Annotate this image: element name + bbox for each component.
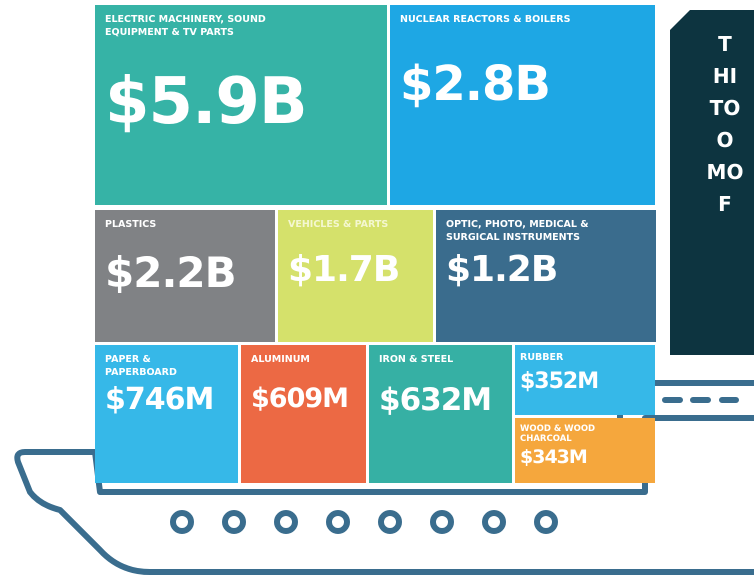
tile-value: $632M (379, 382, 492, 418)
tile-label: VEHICLES & PARTS (288, 219, 389, 230)
treemap-tile: OPTIC, PHOTO, MEDICAL & SURGICAL INSTRUM… (436, 210, 656, 342)
porthole (430, 510, 454, 534)
tile-value: $2.2B (105, 248, 237, 297)
side-text: TO (709, 96, 741, 120)
porthole (482, 510, 506, 534)
tile-label: IRON & STEEL (379, 354, 454, 365)
treemap-tile: ALUMINUM $609M (241, 345, 366, 483)
tile-label: NUCLEAR REACTORS & BOILERS (400, 14, 571, 25)
treemap-tile: NUCLEAR REACTORS & BOILERS $2.8B (390, 5, 655, 205)
porthole (274, 510, 298, 534)
treemap-tile: WOOD & WOOD CHARCOAL $343M (515, 418, 655, 483)
tile-value: $609M (251, 383, 349, 414)
tile-value: $2.8B (400, 56, 551, 112)
tile-label: ALUMINUM (251, 354, 310, 365)
side-text: O (716, 128, 734, 152)
tile-label: OPTIC, PHOTO, MEDICAL & SURGICAL INSTRUM… (446, 219, 589, 243)
tile-value: $352M (520, 369, 599, 394)
tile-value: $343M (520, 446, 588, 468)
treemap-tile: RUBBER $352M (515, 345, 655, 415)
porthole (326, 510, 350, 534)
side-panel: T HI TO O MO F (670, 10, 754, 355)
tile-label: WOOD & WOOD CHARCOAL (520, 424, 596, 444)
porthole (222, 510, 246, 534)
tile-label: PLASTICS (105, 219, 157, 230)
tile-value: $746M (105, 382, 214, 417)
side-text: T (718, 32, 732, 56)
side-text: HI (712, 64, 738, 88)
tile-label: ELECTRIC MACHINERY, SOUND EQUIPMENT & TV… (105, 14, 266, 38)
tile-label: RUBBER (520, 352, 564, 363)
treemap-tile: PAPER & PAPERBOARD $746M (95, 345, 238, 483)
tile-value: $1.2B (446, 249, 558, 290)
tile-value: $5.9B (105, 65, 308, 139)
side-text: MO (706, 160, 744, 184)
porthole (534, 510, 558, 534)
tile-label: PAPER & PAPERBOARD (105, 354, 177, 378)
treemap-tile: VEHICLES & PARTS $1.7B (278, 210, 433, 342)
tile-value: $1.7B (288, 249, 400, 290)
hull (14, 415, 754, 575)
treemap-tile: IRON & STEEL $632M (369, 345, 512, 483)
porthole (378, 510, 402, 534)
porthole (170, 510, 194, 534)
treemap-tile: PLASTICS $2.2B (95, 210, 275, 342)
treemap-tile: ELECTRIC MACHINERY, SOUND EQUIPMENT & TV… (95, 5, 387, 205)
side-text: F (718, 192, 732, 216)
